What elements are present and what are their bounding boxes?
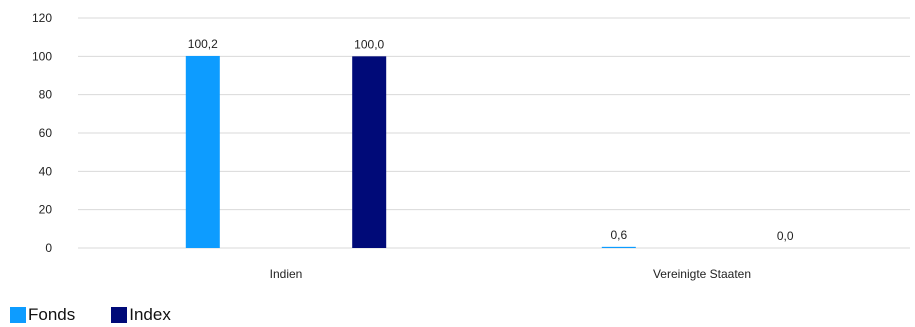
legend: Fonds Index (10, 305, 207, 325)
y-tick-label: 120 (32, 11, 52, 25)
legend-swatch-index (111, 307, 128, 323)
bar-index (352, 56, 387, 249)
data-label: 100,0 (354, 37, 384, 51)
legend-label-fonds: Fonds (28, 305, 76, 324)
legend-swatch-fonds (10, 307, 26, 323)
legend-label-index: Index (129, 305, 171, 324)
bar-fonds (185, 55, 220, 249)
data-label: 0,6 (610, 228, 627, 242)
legend-item-index[interactable]: Index (111, 305, 171, 325)
bar-chart: 0 20 40 60 80 100 120 Indien 100,2 100,0 Vereinigt… (32, 11, 910, 281)
y-tick-label: 60 (39, 126, 53, 140)
y-tick-label: 80 (39, 88, 53, 102)
y-tick-label: 40 (39, 164, 53, 178)
bar-fonds (601, 246, 636, 248)
y-tick-label: 100 (32, 49, 52, 63)
y-tick-label: 20 (39, 203, 53, 217)
data-label: 100,2 (188, 37, 218, 51)
x-category-label: Indien (270, 267, 303, 281)
data-label: 0,0 (777, 229, 794, 243)
y-tick-label: 0 (45, 241, 52, 255)
legend-item-fonds[interactable]: Fonds (10, 305, 75, 325)
x-category-label: Vereinigte Staaten (653, 267, 751, 281)
